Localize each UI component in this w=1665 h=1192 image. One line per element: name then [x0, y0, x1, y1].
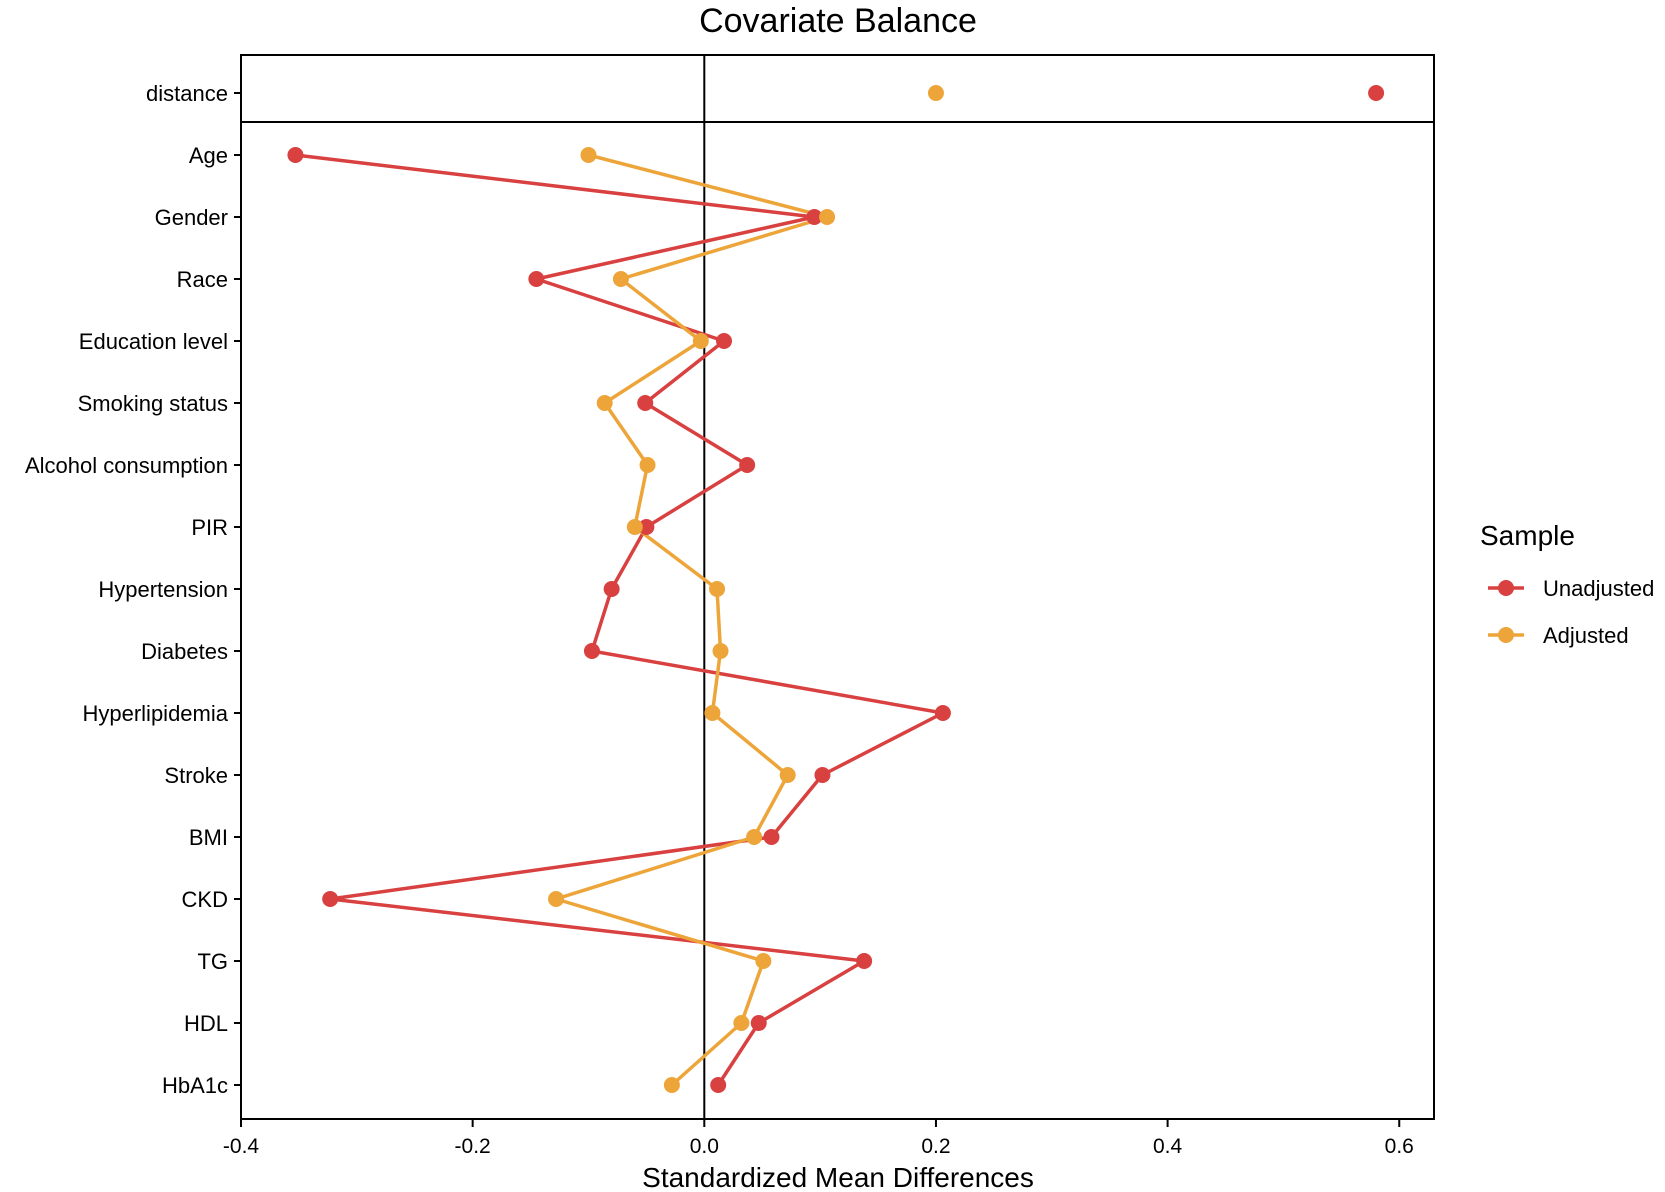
data-point-adjusted — [692, 333, 709, 349]
data-point-adjusted — [596, 395, 613, 411]
data-point-adjusted — [709, 581, 726, 597]
x-tick-label: 0.0 — [690, 1135, 719, 1158]
legend-label-unadjusted: Unadjusted — [1543, 576, 1654, 601]
x-tick-label: 0.6 — [1385, 1135, 1414, 1158]
x-tick-label: -0.4 — [223, 1135, 260, 1158]
data-point-adjusted — [712, 643, 729, 659]
data-point-unadjusted — [856, 953, 873, 969]
data-point-adjusted — [746, 829, 763, 845]
data-point-unadjusted — [814, 767, 831, 783]
data-point-unadjusted — [287, 147, 304, 163]
x-tick-label: -0.2 — [455, 1135, 491, 1158]
data-point-unadjusted — [934, 705, 951, 721]
chart-title: Covariate Balance — [699, 2, 977, 40]
data-point-unadjusted — [528, 271, 545, 287]
data-point-adjusted — [779, 767, 796, 783]
data-point-unadjusted — [637, 395, 654, 411]
data-point-adjusted — [612, 271, 629, 287]
data-point-unadjusted — [806, 209, 823, 225]
data-point-adjusted — [733, 1015, 750, 1031]
y-tick-label: TG — [197, 949, 228, 974]
x-axis-label: Standardized Mean Differences — [642, 1162, 1034, 1192]
x-tick-label: 0.2 — [921, 1135, 950, 1158]
y-tick-label: Hypertension — [98, 577, 228, 602]
data-point-unadjusted — [322, 891, 339, 907]
legend-marker-adjusted — [1498, 627, 1514, 643]
series-line-adjusted — [554, 153, 829, 1087]
data-point-adjusted — [819, 209, 836, 225]
data-point-unadjusted — [739, 457, 756, 473]
series-line-unadjusted — [295, 153, 945, 1086]
covariates-panel-frame — [240, 121, 1435, 1120]
y-tick-label: Age — [189, 143, 228, 168]
y-tick-label: Education level — [79, 329, 228, 354]
data-point-unadjusted — [715, 333, 732, 349]
y-tick-label: Gender — [155, 205, 228, 230]
y-tick-label: PIR — [191, 515, 228, 540]
y-tick-label: CKD — [182, 887, 228, 912]
data-point-unadjusted — [603, 581, 620, 597]
legend-label-adjusted: Adjusted — [1543, 623, 1629, 648]
data-point-unadjusted — [750, 1015, 767, 1031]
legend-marker-unadjusted — [1498, 580, 1514, 596]
data-point-adjusted — [580, 147, 597, 163]
plot-area — [240, 54, 1435, 1120]
data-point-unadjusted — [710, 1077, 727, 1093]
y-tick-label: Diabetes — [141, 639, 228, 664]
y-tick-label: HbA1c — [162, 1073, 228, 1098]
data-point-unadjusted — [638, 519, 655, 535]
y-tick-label: Alcohol consumption — [25, 453, 228, 478]
y-tick-label-distance: distance — [146, 81, 228, 106]
distance-point-unadjusted — [1368, 85, 1385, 101]
data-point-adjusted — [663, 1077, 680, 1093]
y-tick-label: Stroke — [164, 763, 228, 788]
data-point-adjusted — [755, 953, 772, 969]
y-tick-label: Hyperlipidemia — [82, 701, 228, 726]
data-point-unadjusted — [763, 829, 780, 845]
data-point-adjusted — [626, 519, 643, 535]
data-point-adjusted — [704, 705, 721, 721]
y-tick-label: BMI — [189, 825, 228, 850]
data-point-adjusted — [639, 457, 656, 473]
y-tick-label: HDL — [184, 1011, 228, 1036]
distance-panel-frame — [240, 54, 1435, 123]
data-point-unadjusted — [583, 643, 600, 659]
x-tick-label: 0.4 — [1153, 1135, 1183, 1158]
y-tick-label: Race — [177, 267, 228, 292]
y-tick-label: Smoking status — [78, 391, 228, 416]
legend: Sample Unadjusted Adjusted — [1480, 520, 1654, 648]
distance-point-adjusted — [927, 85, 944, 101]
legend-title: Sample — [1480, 520, 1575, 551]
data-point-adjusted — [548, 891, 565, 907]
